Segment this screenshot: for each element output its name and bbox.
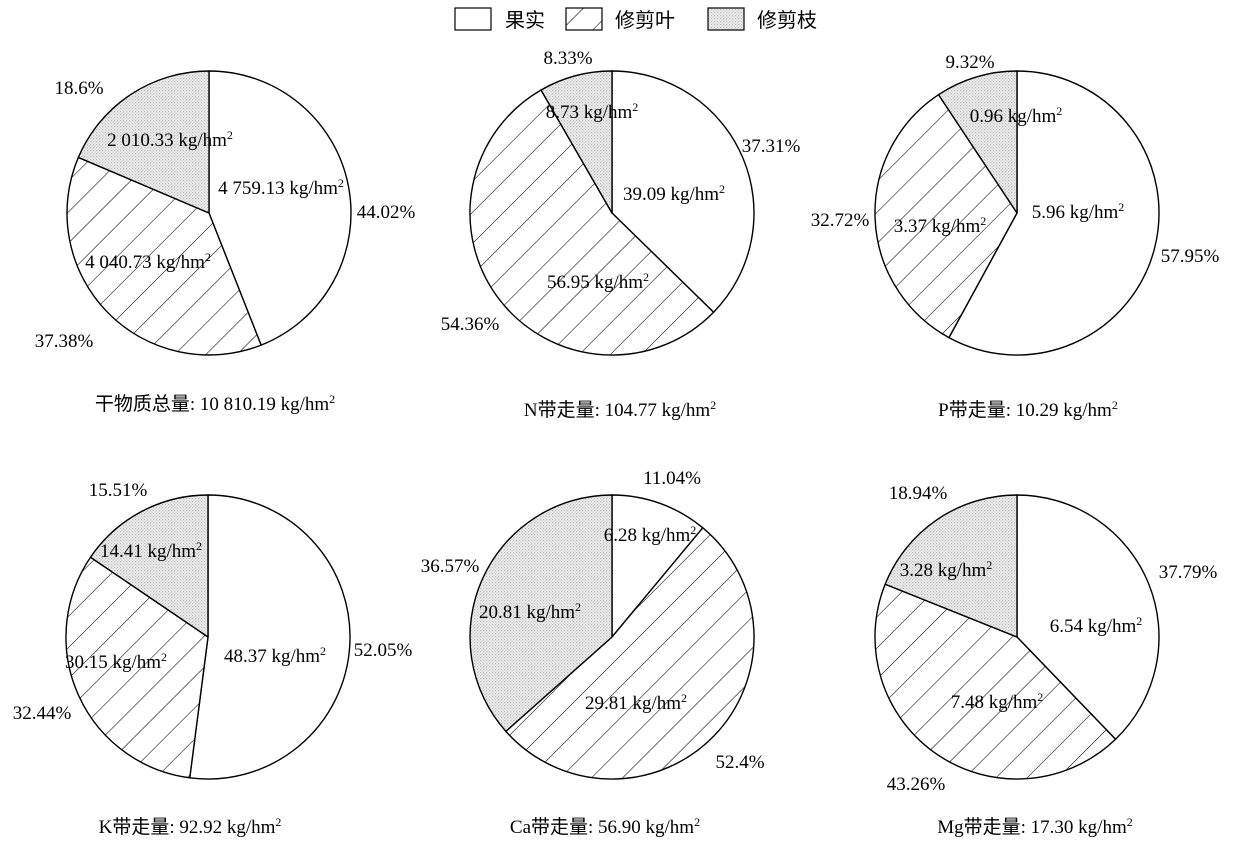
slice-percent-label: 52.4% bbox=[715, 752, 764, 773]
slice-percent-label: 18.6% bbox=[54, 78, 103, 99]
pie-chart: 11.04% 6.28 kg/hm2 52.4% 29.81 kg/hm2 36.57%… bbox=[421, 468, 765, 838]
pie-caption: N带走量: 104.77 kg/hm2 bbox=[524, 398, 716, 421]
slice-percent-label: 32.44% bbox=[13, 703, 72, 724]
pie-chart: 37.31% 39.09 kg/hm2 54.36% 56.95 kg/hm2 8.33… bbox=[441, 48, 801, 421]
slice-amount-label: 3.28 kg/hm2 bbox=[900, 558, 993, 581]
slice-amount-label: 20.81 kg/hm2 bbox=[479, 600, 581, 623]
slice-amount-label: 0.96 kg/hm2 bbox=[970, 104, 1063, 127]
slice-percent-label: 11.04% bbox=[643, 468, 701, 489]
legend-item-fruit: 果实 bbox=[454, 7, 545, 32]
legend-label: 修剪叶 bbox=[615, 9, 675, 32]
pie-slice-fruit bbox=[948, 70, 1160, 356]
pie-slice-fruit bbox=[611, 70, 755, 313]
pie-slice-pruned-leaf bbox=[874, 93, 1018, 339]
slice-percent-label: 9.32% bbox=[945, 52, 994, 73]
slice-amount-label: 14.41 kg/hm2 bbox=[100, 539, 202, 562]
pie-chart: 57.95% 5.96 kg/hm2 32.72% 3.37 kg/hm2 9.32% 0… bbox=[811, 52, 1220, 421]
slice-amount-label: 30.15 kg/hm2 bbox=[65, 650, 167, 673]
pie-chart: 52.05% 48.37 kg/hm2 32.44% 30.15 kg/hm2 15.5… bbox=[13, 480, 413, 838]
slice-amount-label: 6.54 kg/hm2 bbox=[1050, 614, 1143, 637]
pie-slice-fruit bbox=[611, 494, 704, 638]
legend-swatch-hatch bbox=[565, 7, 603, 31]
slice-percent-label: 15.51% bbox=[89, 480, 148, 501]
slice-percent-label: 32.72% bbox=[811, 210, 870, 231]
slice-percent-label: 52.05% bbox=[354, 640, 413, 661]
pie-slice-fruit bbox=[208, 70, 352, 346]
legend-swatch-plain bbox=[454, 7, 492, 31]
slice-percent-label: 43.26% bbox=[887, 774, 946, 795]
pie-slice-pruned-branch bbox=[937, 70, 1018, 214]
slice-amount-label: 5.96 kg/hm2 bbox=[1032, 200, 1125, 223]
pie-caption: Ca带走量: 56.90 kg/hm2 bbox=[510, 815, 700, 838]
pie-chart: 44.02% 4 759.13 kg/hm2 37.38% 4 040.73 kg/h… bbox=[35, 70, 416, 415]
pie-chart: 37.79% 6.54 kg/hm2 43.26% 7.48 kg/hm2 18.94%… bbox=[874, 483, 1218, 838]
slice-amount-label: 4 759.13 kg/hm2 bbox=[218, 176, 344, 199]
slice-amount-label: 3.37 kg/hm2 bbox=[894, 214, 987, 237]
pie-slice-pruned-branch bbox=[89, 494, 209, 638]
slice-percent-label: 37.38% bbox=[35, 331, 94, 352]
slice-amount-label: 6.28 kg/hm2 bbox=[604, 523, 697, 546]
legend-label: 修剪枝 bbox=[757, 9, 817, 32]
pie-slice-pruned-branch bbox=[77, 70, 210, 214]
slice-percent-label: 57.95% bbox=[1161, 246, 1220, 267]
slice-percent-label: 18.94% bbox=[889, 483, 948, 504]
slice-percent-label: 54.36% bbox=[441, 314, 500, 335]
slice-amount-label: 39.09 kg/hm2 bbox=[623, 182, 725, 205]
pie-caption: Mg带走量: 17.30 kg/hm2 bbox=[937, 815, 1132, 838]
pie-slice-fruit bbox=[189, 494, 351, 780]
legend-label: 果实 bbox=[505, 9, 545, 32]
slice-amount-label: 8.73 kg/hm2 bbox=[546, 100, 639, 123]
pie-slice-pruned-branch bbox=[884, 494, 1018, 638]
legend-swatch-dots bbox=[707, 7, 745, 31]
legend-item-pruned-leaf: 修剪叶 bbox=[565, 7, 675, 32]
slice-amount-label: 7.48 kg/hm2 bbox=[951, 690, 1044, 713]
pie-caption: K带走量: 92.92 kg/hm2 bbox=[99, 815, 282, 838]
slice-percent-label: 44.02% bbox=[357, 202, 416, 223]
pie-slice-fruit bbox=[1016, 494, 1160, 740]
slice-percent-label: 36.57% bbox=[421, 556, 480, 577]
pie-slice-pruned-leaf bbox=[505, 527, 755, 780]
pie-slice-pruned-leaf bbox=[65, 556, 209, 779]
pie-slice-pruned-leaf bbox=[874, 583, 1117, 780]
pie-slice-pruned-leaf bbox=[66, 156, 262, 356]
pie-slice-pruned-branch bbox=[469, 494, 613, 733]
slice-amount-label: 48.37 kg/hm2 bbox=[224, 644, 326, 667]
legend: 果实 修剪叶 修剪枝 bbox=[454, 7, 817, 32]
pie-caption: 干物质总量: 10 810.19 kg/hm2 bbox=[95, 392, 335, 415]
slice-amount-label: 2 010.33 kg/hm2 bbox=[107, 128, 233, 151]
pie-slice-pruned-leaf bbox=[469, 89, 715, 356]
slice-percent-label: 8.33% bbox=[543, 48, 592, 69]
slice-amount-label: 4 040.73 kg/hm2 bbox=[85, 250, 211, 273]
legend-item-pruned-branch: 修剪枝 bbox=[707, 7, 817, 32]
pie-caption: P带走量: 10.29 kg/hm2 bbox=[938, 398, 1118, 421]
pie-charts: 44.02% 4 759.13 kg/hm2 37.38% 4 040.73 kg/h… bbox=[13, 48, 1220, 838]
slice-percent-label: 37.31% bbox=[742, 136, 801, 157]
pie-slice-pruned-branch bbox=[540, 70, 613, 214]
slice-amount-label: 56.95 kg/hm2 bbox=[547, 270, 649, 293]
slice-percent-label: 37.79% bbox=[1159, 562, 1218, 583]
slice-amount-label: 29.81 kg/hm2 bbox=[585, 691, 687, 714]
